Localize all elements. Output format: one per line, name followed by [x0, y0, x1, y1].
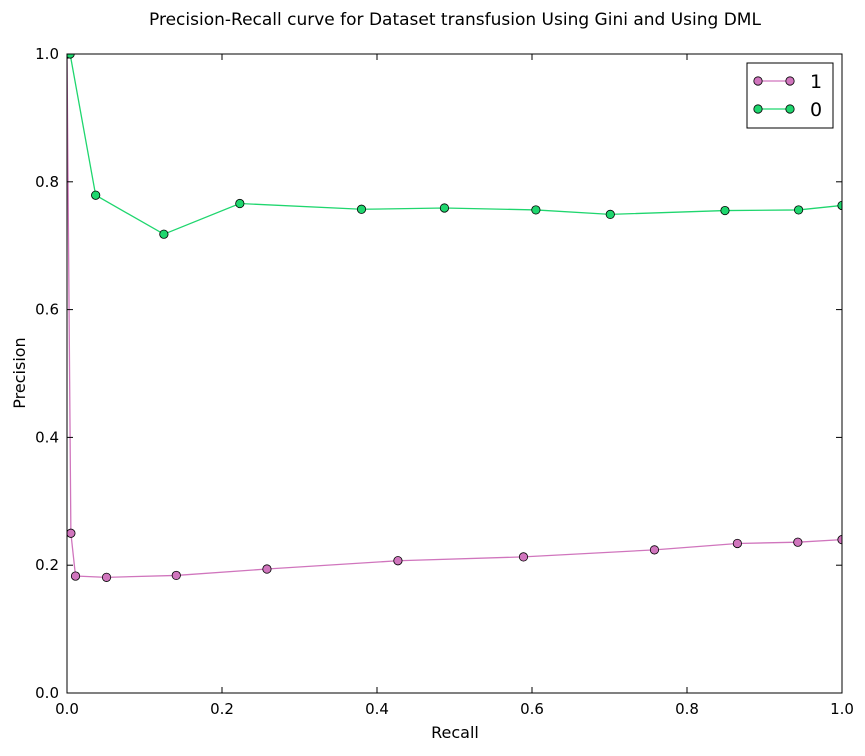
- x-tick-label: 0.4: [365, 700, 389, 718]
- legend: 10: [746, 62, 834, 129]
- x-axis-label: Recall: [431, 723, 479, 742]
- data-point-series-1: [649, 545, 660, 555]
- data-point-series-0: [605, 209, 615, 219]
- data-point-series-0: [720, 205, 730, 216]
- y-tick-label: 0.2: [35, 556, 59, 574]
- data-point-series-1: [793, 537, 803, 547]
- series-line-0: [67, 54, 842, 235]
- plot-frame: [66, 53, 843, 694]
- data-point-series-0: [91, 190, 101, 200]
- x-tick-label: 0.8: [675, 700, 699, 718]
- y-tick-label: 0.4: [35, 428, 59, 446]
- data-point-series-1: [393, 556, 403, 566]
- data-point-series-0: [356, 204, 367, 214]
- legend-box: [746, 62, 834, 129]
- data-point-series-0: [793, 205, 804, 215]
- data-point-series-0: [531, 205, 541, 215]
- x-tick-label: 0.6: [520, 700, 544, 718]
- x-tick-label: 0.0: [55, 700, 79, 718]
- data-point-series-1: [171, 570, 181, 581]
- y-tick-label: 0.0: [35, 684, 59, 702]
- axes-layer: 0.0 0.2 0.4 0.6 0.8 1.0 0.0 0.2 0.4 0.6 0.8 1.0: [35, 45, 854, 718]
- legend-marker-1: [753, 76, 763, 86]
- data-point-series-0: [439, 203, 450, 213]
- data-point-series-0: [159, 229, 169, 239]
- legend-marker-0: [753, 104, 763, 114]
- y-axis-label: Precision: [10, 337, 29, 408]
- x-tick-label: 0.2: [210, 700, 234, 718]
- data-point-series-1: [70, 571, 81, 581]
- data-point-series-1: [67, 528, 76, 538]
- data-point-series-0: [235, 198, 245, 209]
- series-line-1: [67, 54, 842, 578]
- data-point-series-1: [518, 552, 529, 562]
- y-tick-label: 0.6: [35, 301, 59, 319]
- x-tick-label: 1.0: [830, 700, 854, 718]
- data-point-series-1: [262, 564, 272, 574]
- data-point-series-1: [732, 538, 742, 549]
- data-point-series-0: [67, 54, 75, 59]
- legend-marker-1: [785, 76, 795, 86]
- legend-label-0: 0: [810, 99, 822, 121]
- y-tick-label: 0.8: [35, 173, 59, 191]
- y-tick-label: 1.0: [35, 45, 59, 63]
- legend-label-1: 1: [810, 71, 822, 93]
- legend-marker-0: [785, 104, 795, 114]
- data-point-series-1: [101, 572, 112, 582]
- chart-title: Precision-Recall curve for Dataset trans…: [149, 10, 761, 30]
- series-layer: [67, 54, 842, 582]
